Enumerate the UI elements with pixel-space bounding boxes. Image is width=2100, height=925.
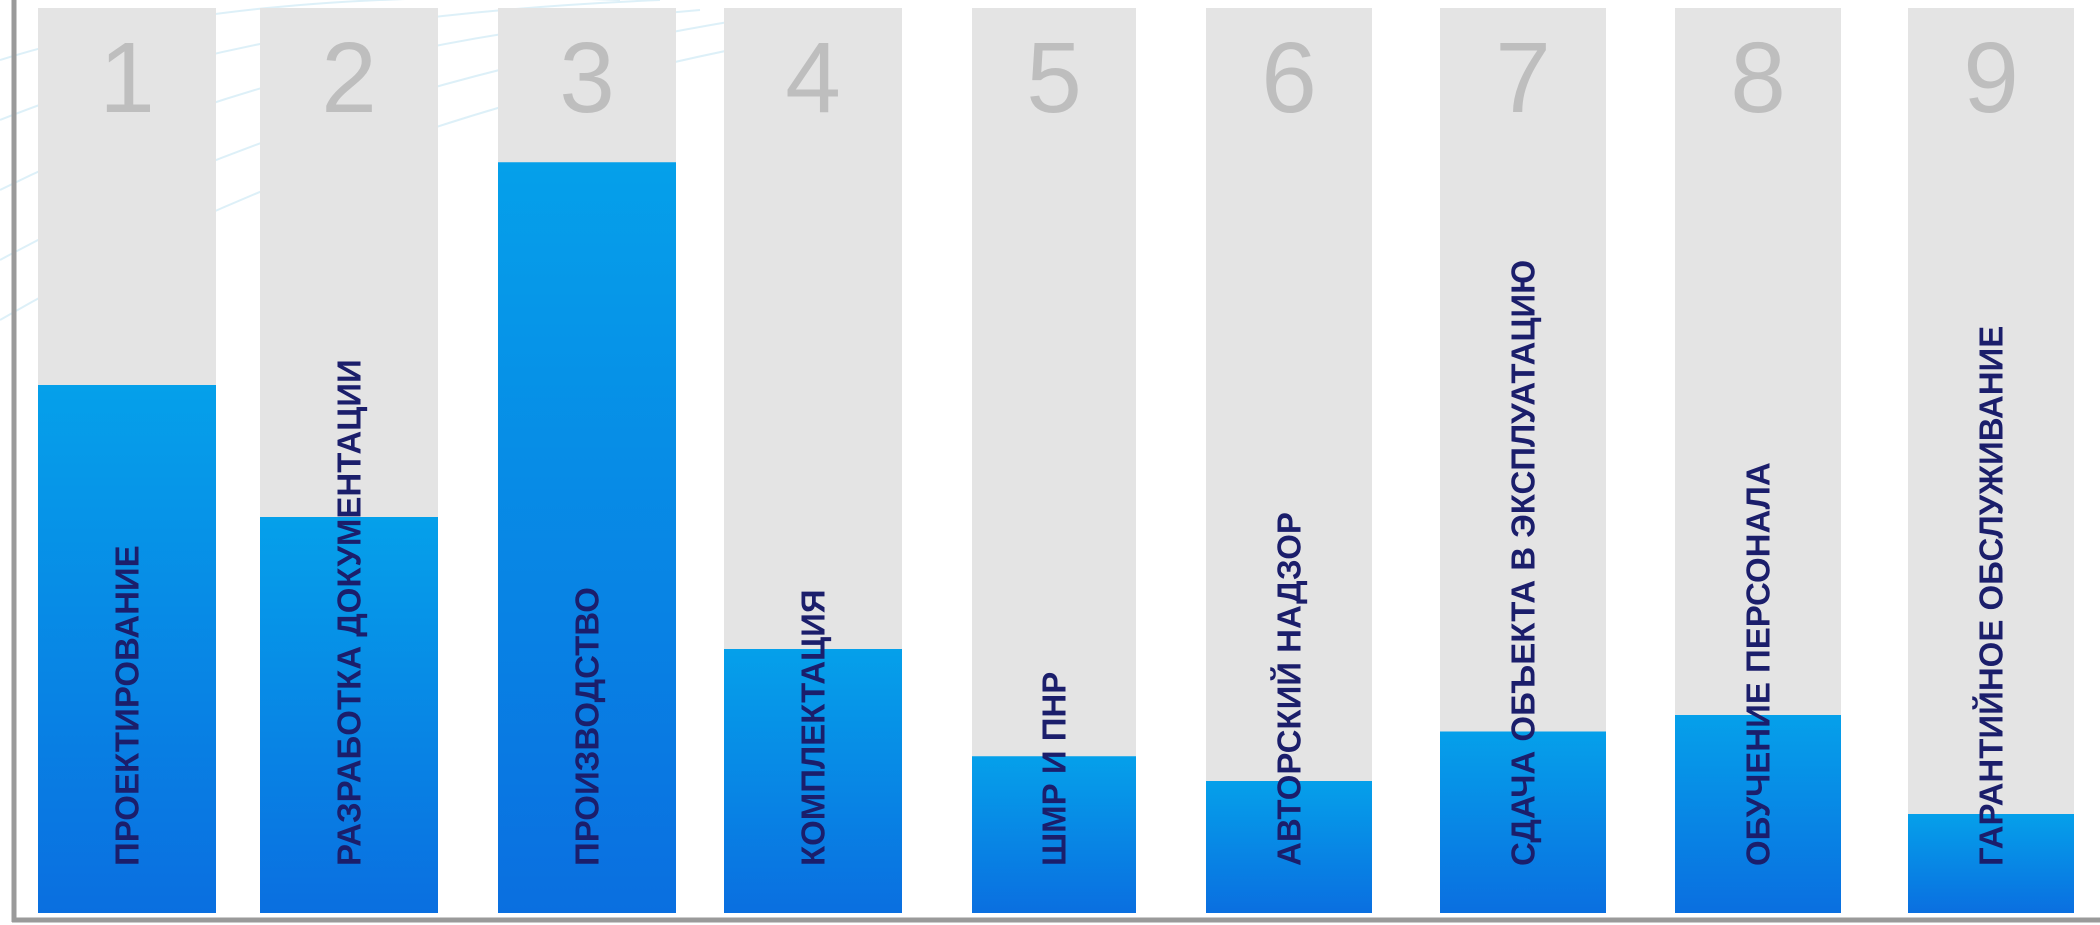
bar-track <box>1908 8 2074 913</box>
bar <box>724 649 902 913</box>
column-number: 8 <box>1730 22 1786 134</box>
column-number: 2 <box>321 22 377 134</box>
column-number: 7 <box>1495 22 1551 134</box>
bar <box>498 162 676 913</box>
column-number: 6 <box>1261 22 1317 134</box>
column-number: 3 <box>559 22 615 134</box>
bar-label: СДАЧА ОБЪЕКТА В ЭКСПЛУАТАЦИЮ <box>1505 260 1542 866</box>
bar-label: ПРОЕКТИРОВАНИЕ <box>109 545 146 866</box>
bar-label: АВТОРСКИЙ НАДЗОР <box>1270 512 1308 866</box>
bar <box>1675 715 1841 913</box>
bar-label: ОБУЧЕНИЕ ПЕРСОНАЛА <box>1740 462 1777 866</box>
axes <box>11 0 2100 923</box>
column-number: 9 <box>1963 22 2019 134</box>
bar <box>972 756 1136 913</box>
bar-label: ШМР И ПНР <box>1036 672 1073 866</box>
bar-label: КОМПЛЕКТАЦИЯ <box>795 589 832 866</box>
bar <box>38 385 216 913</box>
bar-label: ПРОИЗВОДСТВО <box>569 587 606 866</box>
column-numbers: 1 2 3 4 5 6 7 8 9 <box>99 22 2019 134</box>
bar-label: РАЗРАБОТКА ДОКУМЕНТАЦИИ <box>331 359 368 866</box>
bars <box>38 162 2074 913</box>
bar <box>1206 781 1372 913</box>
bar <box>1440 731 1606 913</box>
column-number: 1 <box>99 22 155 134</box>
bar <box>260 517 438 913</box>
bar-label: ГАРАНТИЙНОЕ ОБСЛУЖИВАНИЕ <box>1972 326 2010 866</box>
bar-track <box>1206 8 1372 913</box>
column-number: 4 <box>785 22 841 134</box>
bar-labels: ПРОЕКТИРОВАНИЕ РАЗРАБОТКА ДОКУМЕНТАЦИИ ПРО… <box>109 260 2010 866</box>
bar <box>1908 814 2074 913</box>
column-number: 5 <box>1026 22 1082 134</box>
